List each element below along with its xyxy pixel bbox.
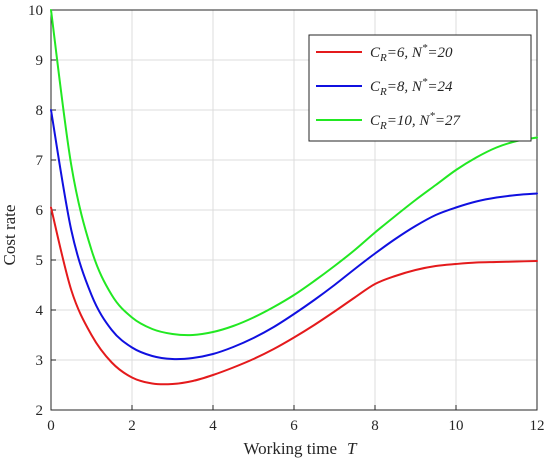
y-axis-label: Cost rate <box>0 205 19 266</box>
series-line-3 <box>50 9 538 337</box>
x-axis-label: Working time T <box>243 439 358 458</box>
y-tick-label: 7 <box>36 153 44 169</box>
legend-label-1: CR=6, N*=20 <box>370 42 453 64</box>
legend: CR=6, N*=20 CR=8, N*=24 CR=10, N*=27 <box>308 34 532 142</box>
x-tick-label: 6 <box>290 418 298 434</box>
y-tick-label: 8 <box>36 103 44 119</box>
x-tick-label: 4 <box>209 418 217 434</box>
y-tick-label: 6 <box>36 203 44 219</box>
y-tick-label: 9 <box>36 53 44 69</box>
series-lines <box>50 9 538 386</box>
x-tick-label: 2 <box>128 418 136 434</box>
legend-label-2: CR=8, N*=24 <box>370 76 453 98</box>
y-tick-label: 2 <box>36 403 44 419</box>
x-tick-label: 10 <box>449 418 464 434</box>
x-tick-label: 0 <box>47 418 55 434</box>
x-tick-label: 12 <box>530 418 545 434</box>
y-tick-label: 5 <box>36 253 44 269</box>
series-line-2 <box>50 109 538 361</box>
x-tick-label: 8 <box>371 418 379 434</box>
y-tick-label: 4 <box>36 303 44 319</box>
legend-label-3: CR=10, N*=27 <box>370 110 462 132</box>
y-tick-label: 3 <box>36 353 44 369</box>
y-tick-label: 10 <box>28 3 43 19</box>
series-line-1 <box>50 206 538 386</box>
